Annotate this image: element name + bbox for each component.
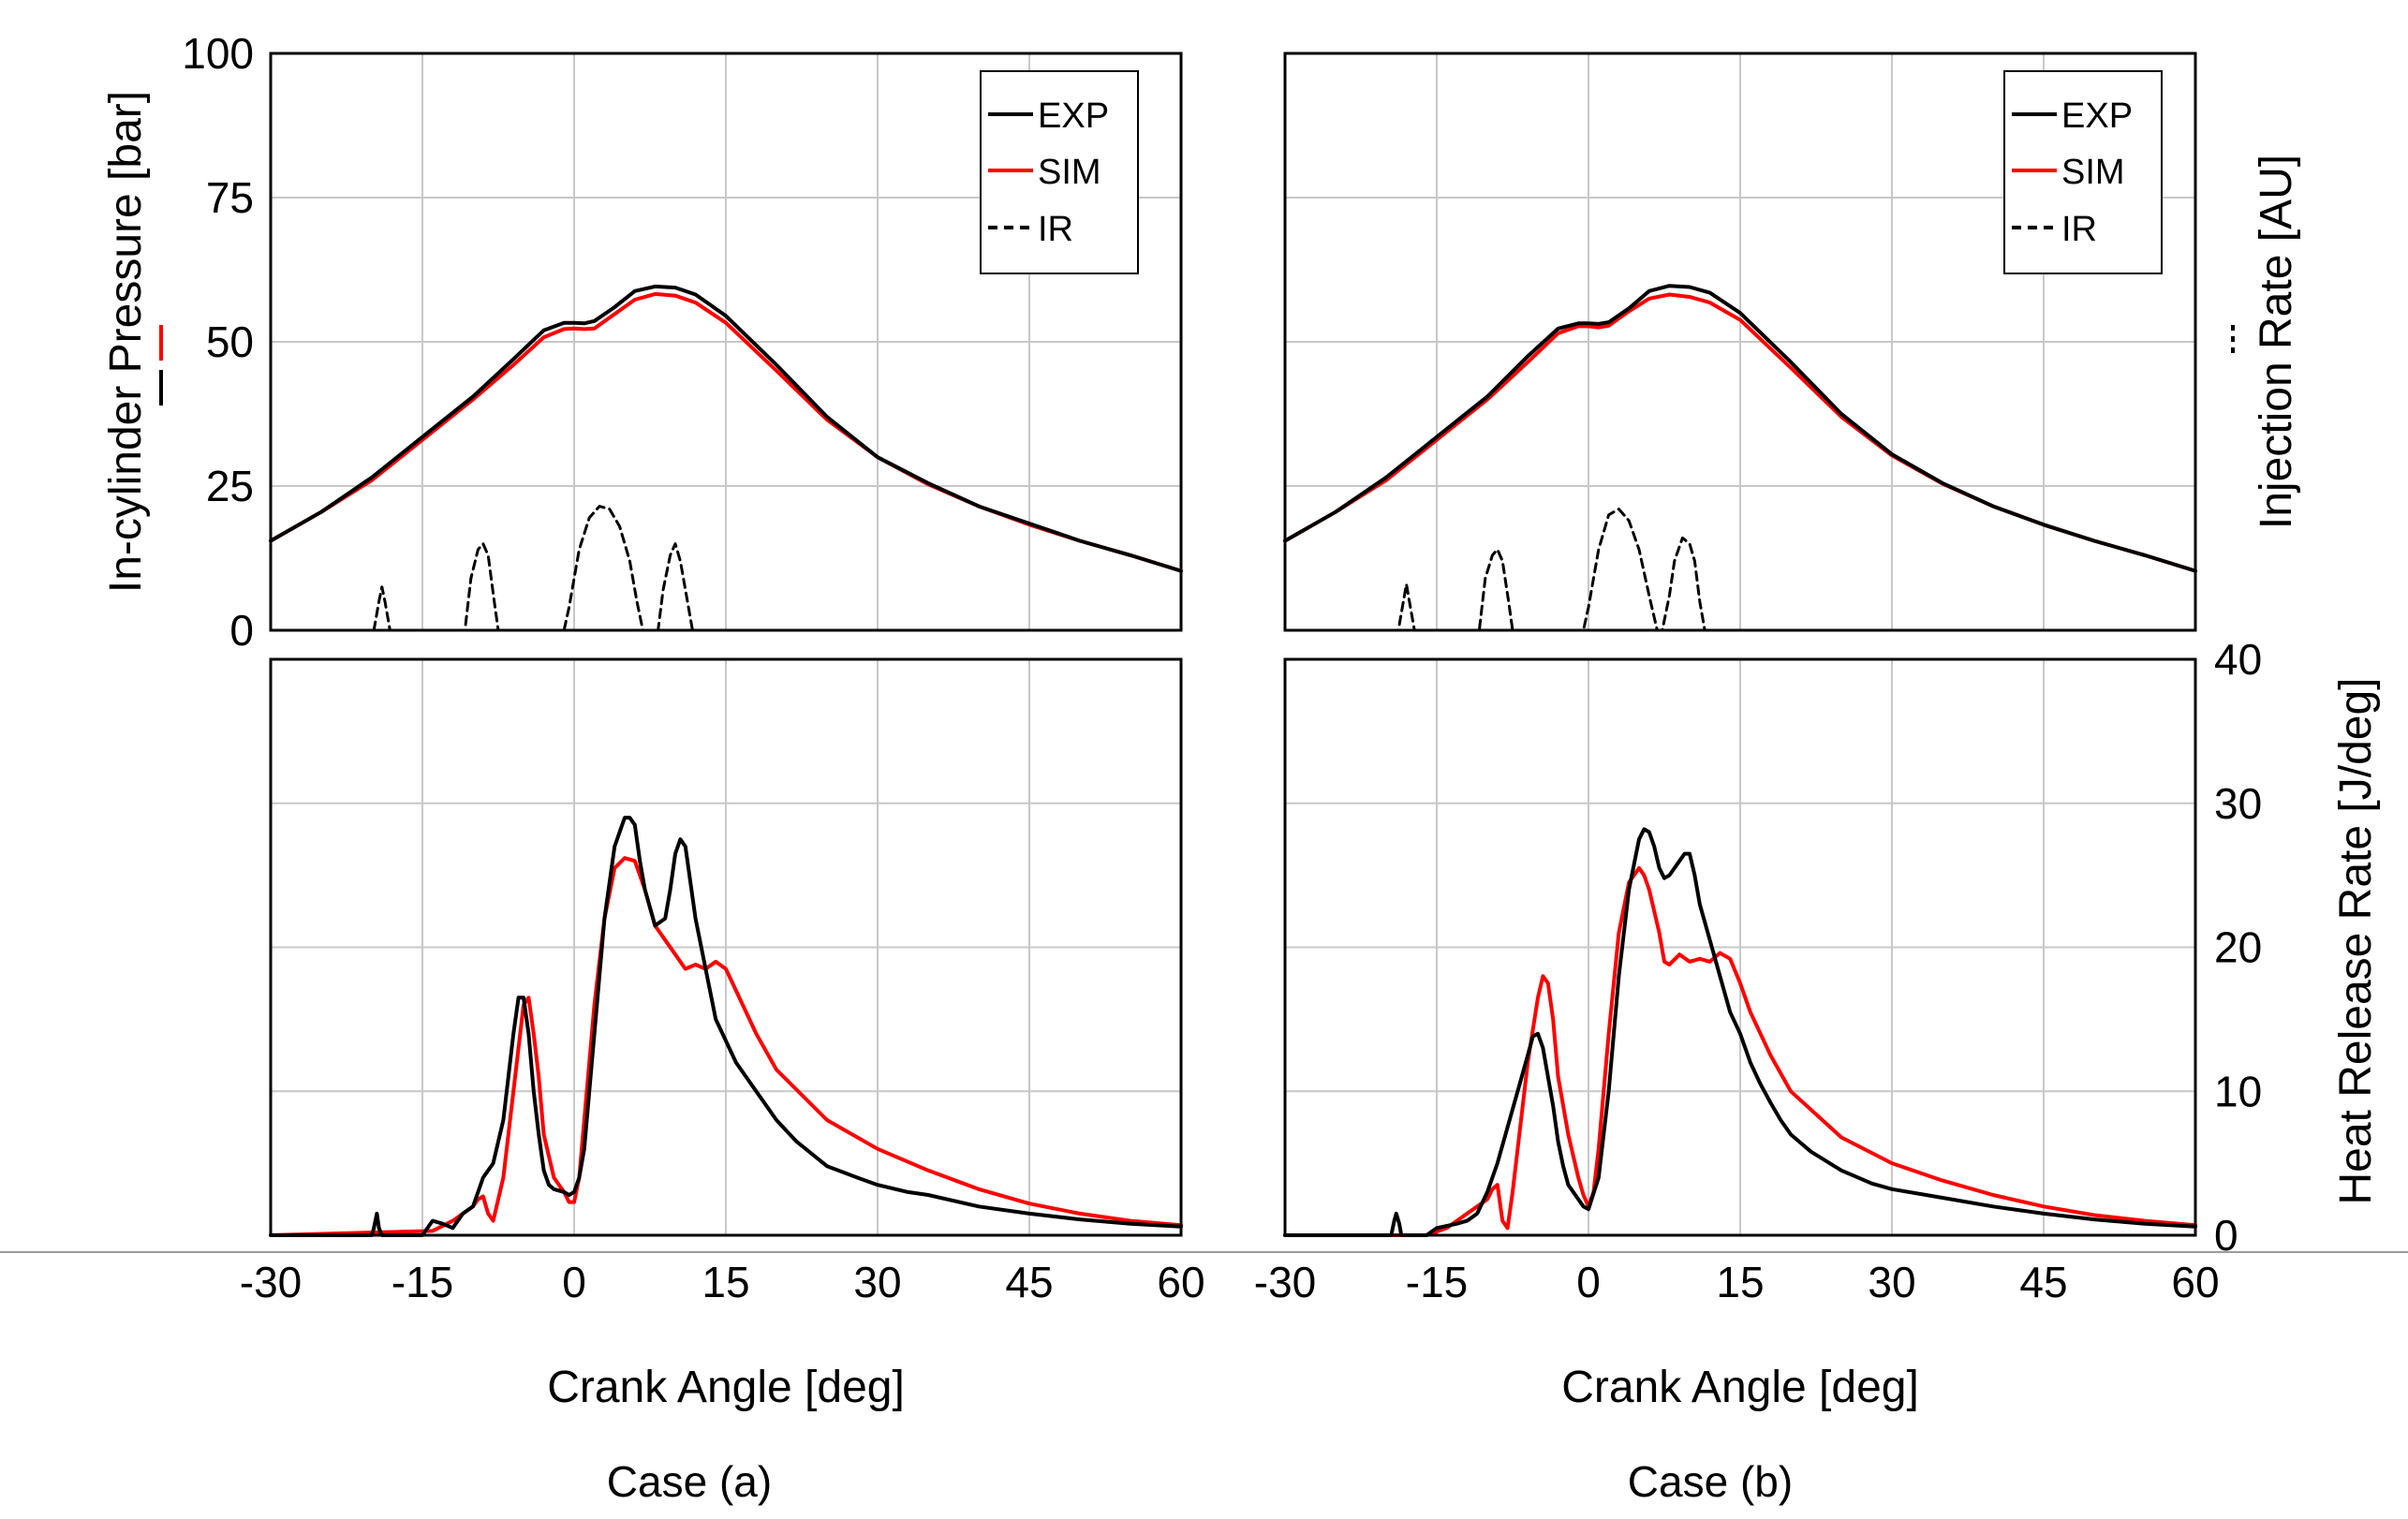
series-line-exp: [269, 284, 1183, 573]
x-tick-label: 60: [2171, 1258, 2219, 1306]
x-tick-label: 45: [2019, 1258, 2067, 1306]
legend-b-exp-label: EXP: [2061, 96, 2133, 136]
series-line-ir: [1374, 508, 1914, 632]
x-tick-label: -30: [1254, 1258, 1316, 1306]
right-top-ylabel-text: Injection Rate [AU]: [2252, 155, 2301, 529]
case-label-b: Case (b): [1628, 1457, 1793, 1506]
right-bottom-ylabel: Heat Release Rate [J/deg]: [2331, 678, 2381, 1205]
panel-b-top-grid: [1285, 53, 2195, 630]
panel-b-bottom-frame: [1283, 657, 2197, 1237]
panel-b-bottom: [1283, 657, 2197, 1237]
y-tick-label: 10: [2214, 1067, 2262, 1115]
y-tick-label: 100: [182, 29, 254, 78]
x-tick-label: -15: [391, 1258, 453, 1306]
x-tick-label: 0: [1576, 1258, 1601, 1306]
y-tick-label: 0: [2214, 1211, 2238, 1260]
legend-a: EXP SIM IR: [980, 70, 1139, 274]
legend-a-sim-label: SIM: [1038, 153, 1101, 192]
y-tick-label: 30: [2214, 779, 2262, 828]
left-ylabel: In-cylinder Pressure [bar]: [101, 91, 163, 593]
series-line-exp: [1283, 284, 2197, 573]
panel-a-bottom-frame: [269, 657, 1183, 1237]
panel-a-bottom-plot: [269, 816, 1183, 1237]
right-bottom-ylabel-text: Heat Release Rate [J/deg]: [2331, 678, 2381, 1205]
x-tick-labels-a: -30 -15 0 15 30 45 60: [240, 1258, 1205, 1306]
right-top-ylabel: Injection Rate [AU]: [2231, 155, 2301, 529]
x-tick-label: -30: [240, 1258, 302, 1306]
y-tick-label: 0: [229, 606, 254, 655]
panel-b-bottom-grid: [1285, 659, 2195, 1235]
panel-b-top: [1283, 52, 2197, 632]
x-tick-label: 15: [702, 1258, 749, 1306]
y-tick-label: 40: [2214, 635, 2262, 684]
panel-a-top-frame: [269, 52, 1183, 632]
x-tick-label: 15: [1716, 1258, 1764, 1306]
panel-a-top-plot: [269, 284, 1183, 632]
legend-a-exp-label: EXP: [1038, 96, 1109, 136]
series-line-exp: [269, 816, 1183, 1237]
x-tick-label: 30: [853, 1258, 901, 1306]
series-line-exp: [1283, 827, 2197, 1237]
panel-b-top-frame: [1283, 52, 2197, 632]
left-ylabel-text: In-cylinder Pressure [bar]: [101, 91, 151, 593]
x-tick-label: 60: [1157, 1258, 1204, 1306]
xlabel-a: Crank Angle [deg]: [547, 1363, 905, 1412]
panel-a-bottom: [269, 657, 1183, 1237]
y-tick-label: 75: [206, 173, 254, 222]
panel-a-top: [269, 52, 1183, 632]
y-tick-label: 20: [2214, 923, 2262, 972]
panel-b-bottom-plot: [1283, 827, 2197, 1237]
panel-a-bottom-grid: [271, 659, 1181, 1235]
case-label-a: Case (a): [607, 1457, 772, 1506]
series-line-ir: [372, 505, 890, 632]
x-tick-label: -15: [1406, 1258, 1468, 1306]
series-line-sim: [1283, 865, 2197, 1237]
y-tick-label: 25: [206, 462, 254, 510]
y-tick-label: 50: [206, 317, 254, 366]
left-y-tick-labels: 0 25 50 75 100: [182, 29, 254, 655]
x-tick-label: 45: [1005, 1258, 1053, 1306]
x-tick-label: 30: [1868, 1258, 1915, 1306]
right-y-tick-labels: 0 10 20 30 40: [2214, 635, 2262, 1260]
legend-a-ir-label: IR: [1038, 210, 1073, 249]
x-tick-labels-b: -30 -15 0 15 30 45 60: [1254, 1258, 2220, 1306]
legend-b-sim-label: SIM: [2061, 153, 2125, 192]
x-tick-label: 0: [562, 1258, 586, 1306]
legend-b-ir-label: IR: [2061, 210, 2097, 249]
xlabel-b: Crank Angle [deg]: [1561, 1363, 1919, 1412]
legend-b: EXP SIM IR: [2003, 70, 2163, 274]
